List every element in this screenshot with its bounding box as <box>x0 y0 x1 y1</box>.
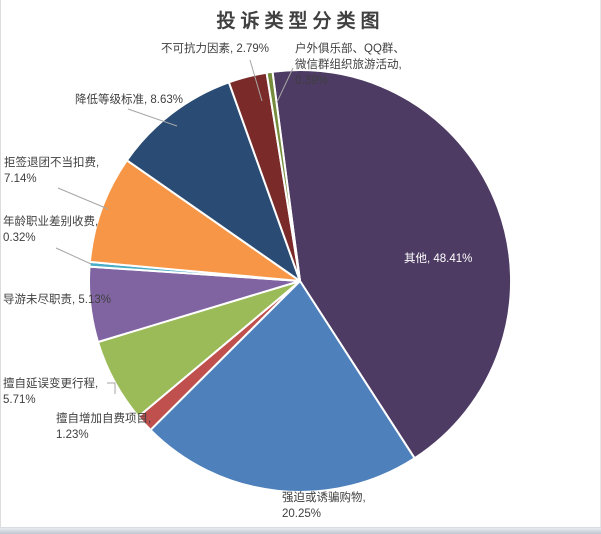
pie-slice-户外俱乐部、QQ群、微信群组织旅游活动[interactable] <box>265 70 301 282</box>
chart-title: 投诉类型分类图 <box>216 11 385 32</box>
leader-line-擅自延误变更行程 <box>107 382 116 394</box>
pie-slice-强迫或诱骗购物[interactable] <box>149 280 416 494</box>
leader-line-降低等级标准 <box>127 108 178 127</box>
window-left-edge <box>0 0 1 534</box>
window-bottom-edge <box>0 527 601 534</box>
leader-line-拒签退团不当扣费 <box>57 187 109 210</box>
leader-line-年龄职业差别收费 <box>55 247 92 265</box>
leader-line-不可抗力因素 <box>249 59 263 102</box>
pie-slice-拒签退团不当扣费[interactable] <box>88 159 301 282</box>
leader-line-户外俱乐部、QQ群、微信群组织旅游活动 <box>276 67 294 103</box>
pie-slice-其他[interactable] <box>271 69 513 460</box>
pie-slice-降低等级标准[interactable] <box>125 81 301 282</box>
